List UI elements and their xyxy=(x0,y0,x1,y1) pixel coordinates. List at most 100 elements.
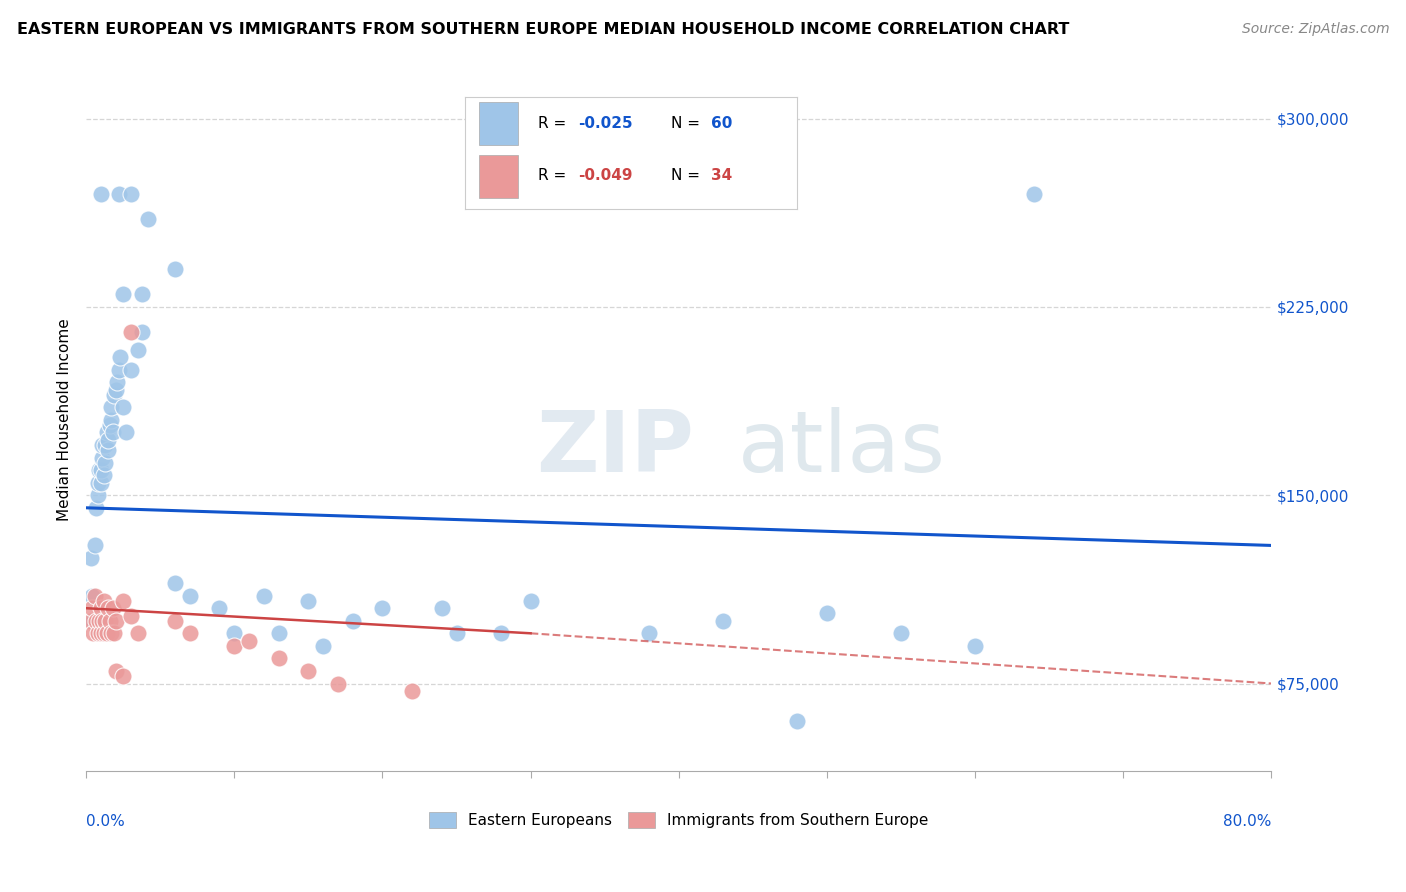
Point xyxy=(97,433,120,447)
Point xyxy=(131,287,153,301)
Point xyxy=(208,601,231,615)
Point xyxy=(86,614,108,628)
Point xyxy=(326,676,349,690)
Point xyxy=(238,633,260,648)
Y-axis label: Median Household Income: Median Household Income xyxy=(58,318,72,521)
Point xyxy=(79,614,101,628)
Point xyxy=(87,626,110,640)
Point xyxy=(90,601,112,615)
Point xyxy=(163,576,186,591)
Point xyxy=(107,363,129,377)
Point xyxy=(108,350,131,364)
Point xyxy=(312,639,335,653)
Point xyxy=(127,626,149,640)
Point xyxy=(965,639,987,653)
Point xyxy=(112,669,135,683)
Point xyxy=(446,626,468,640)
Point xyxy=(120,363,142,377)
Point xyxy=(815,606,838,620)
Point xyxy=(112,593,135,607)
Point xyxy=(638,626,661,640)
Point xyxy=(90,475,112,490)
Point xyxy=(89,614,111,628)
Point xyxy=(112,401,135,415)
Point xyxy=(120,325,142,339)
Point xyxy=(87,488,110,502)
Point xyxy=(489,626,512,640)
Point xyxy=(93,626,115,640)
Point xyxy=(890,626,912,640)
Text: 80.0%: 80.0% xyxy=(1223,814,1271,829)
Point xyxy=(96,425,118,440)
Point xyxy=(179,589,201,603)
Point xyxy=(401,684,423,698)
Point xyxy=(179,626,201,640)
Point xyxy=(98,614,121,628)
Point xyxy=(80,601,103,615)
Point xyxy=(107,187,129,202)
Point xyxy=(430,601,453,615)
Point xyxy=(131,325,153,339)
Legend: Eastern Europeans, Immigrants from Southern Europe: Eastern Europeans, Immigrants from South… xyxy=(423,805,935,834)
Point xyxy=(127,343,149,357)
Text: atlas: atlas xyxy=(738,407,946,490)
Point xyxy=(94,438,117,452)
Point xyxy=(519,593,541,607)
Point xyxy=(297,593,319,607)
Text: 0.0%: 0.0% xyxy=(86,814,125,829)
Point xyxy=(100,413,122,427)
Text: Source: ZipAtlas.com: Source: ZipAtlas.com xyxy=(1241,22,1389,37)
Point xyxy=(79,551,101,566)
Point xyxy=(86,500,108,515)
Point xyxy=(120,608,142,623)
Point xyxy=(136,212,159,227)
Point xyxy=(100,626,122,640)
Point xyxy=(253,589,276,603)
Point xyxy=(94,614,117,628)
Point xyxy=(97,443,120,458)
Point xyxy=(105,376,128,390)
Point xyxy=(297,664,319,678)
Point xyxy=(103,626,125,640)
Point xyxy=(224,626,246,640)
Point xyxy=(80,589,103,603)
Point xyxy=(1024,187,1046,202)
Text: ZIP: ZIP xyxy=(537,407,695,490)
Point xyxy=(93,468,115,483)
Point xyxy=(91,450,114,465)
Point xyxy=(711,614,734,628)
Text: EASTERN EUROPEAN VS IMMIGRANTS FROM SOUTHERN EUROPE MEDIAN HOUSEHOLD INCOME CORR: EASTERN EUROPEAN VS IMMIGRANTS FROM SOUT… xyxy=(17,22,1069,37)
Point xyxy=(163,614,186,628)
Point xyxy=(101,425,124,440)
Point xyxy=(104,383,127,397)
Point xyxy=(82,626,104,640)
Point xyxy=(97,601,120,615)
Point xyxy=(91,614,114,628)
Point xyxy=(84,589,107,603)
Point xyxy=(267,626,290,640)
Point xyxy=(82,614,104,628)
Point xyxy=(93,593,115,607)
Point xyxy=(104,664,127,678)
Point xyxy=(94,456,117,470)
Point xyxy=(101,601,124,615)
Point xyxy=(100,401,122,415)
Point xyxy=(84,538,107,552)
Point xyxy=(98,417,121,432)
Point xyxy=(103,388,125,402)
Point xyxy=(112,287,135,301)
Point xyxy=(90,626,112,640)
Point xyxy=(163,262,186,277)
Point xyxy=(342,614,364,628)
Point xyxy=(371,601,394,615)
Point xyxy=(104,614,127,628)
Point xyxy=(90,463,112,477)
Point xyxy=(90,187,112,202)
Point xyxy=(91,438,114,452)
Point xyxy=(87,475,110,490)
Point xyxy=(786,714,808,728)
Point xyxy=(89,463,111,477)
Point xyxy=(120,187,142,202)
Point xyxy=(267,651,290,665)
Point xyxy=(96,626,118,640)
